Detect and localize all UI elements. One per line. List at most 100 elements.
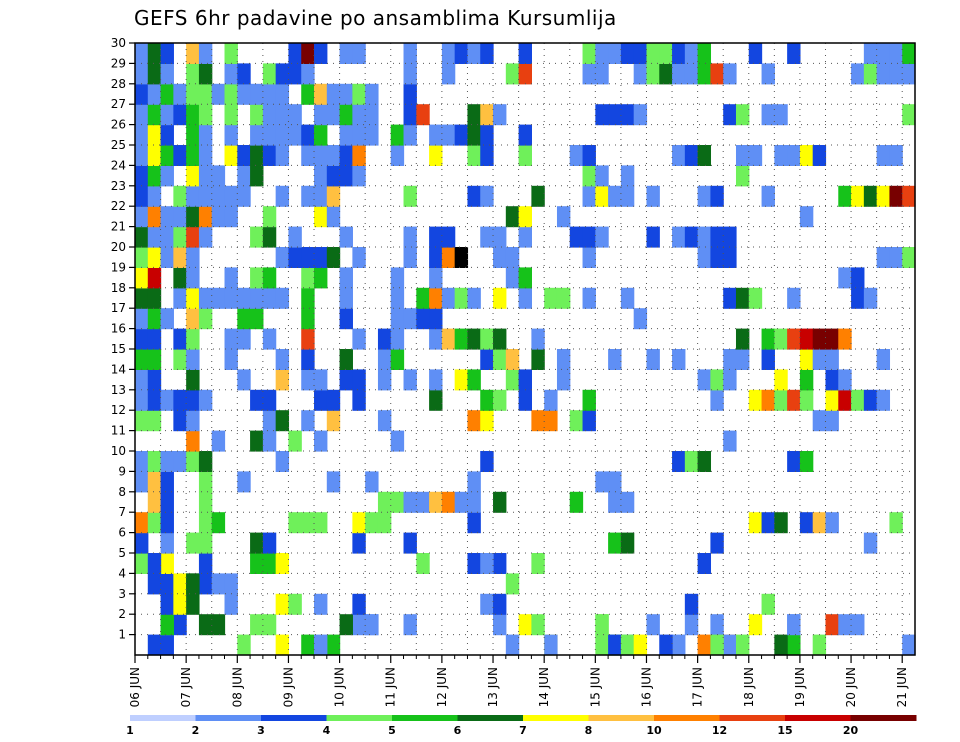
heatmap-cell bbox=[531, 185, 545, 207]
heatmap-cell bbox=[147, 43, 162, 64]
heatmap-cell bbox=[480, 389, 494, 411]
heatmap-cell bbox=[480, 145, 494, 166]
heatmap-cell bbox=[186, 451, 200, 472]
y-tick-label: 20 bbox=[111, 240, 126, 254]
heatmap-cell bbox=[454, 287, 469, 309]
heatmap-cell bbox=[147, 410, 162, 432]
heatmap-cell bbox=[429, 287, 443, 309]
heatmap-cell bbox=[787, 389, 801, 411]
heatmap-cell bbox=[147, 451, 162, 472]
heatmap-cell bbox=[173, 389, 187, 411]
heatmap-cell bbox=[723, 63, 737, 85]
colorbar-swatch bbox=[326, 715, 393, 721]
heatmap-cell bbox=[147, 206, 162, 228]
heatmap-cell bbox=[838, 267, 852, 289]
heatmap-cell bbox=[403, 614, 417, 636]
heatmap-cell bbox=[531, 553, 545, 574]
y-tick-label: 7 bbox=[118, 505, 126, 519]
heatmap-cell bbox=[684, 145, 699, 166]
heatmap-cell bbox=[851, 63, 865, 85]
heatmap-cell bbox=[531, 410, 545, 432]
heatmap-cell bbox=[186, 328, 200, 350]
heatmap-cell bbox=[608, 349, 622, 370]
heatmap-cell bbox=[735, 349, 750, 370]
heatmap-cell bbox=[799, 206, 814, 228]
y-tick-label: 15 bbox=[111, 342, 126, 356]
heatmap-cell bbox=[365, 83, 379, 105]
heatmap-cell bbox=[518, 267, 532, 289]
heatmap-cell bbox=[288, 104, 302, 126]
heatmap-cell bbox=[467, 410, 481, 432]
heatmap-cell bbox=[160, 512, 174, 534]
heatmap-cell bbox=[211, 512, 226, 534]
grid-layer bbox=[135, 43, 915, 655]
heatmap-cell bbox=[147, 63, 162, 85]
heatmap-cell bbox=[480, 349, 494, 370]
heatmap-cell bbox=[582, 410, 596, 432]
colorbar-swatch bbox=[523, 715, 589, 721]
heatmap-cell bbox=[147, 471, 162, 493]
heatmap-cell bbox=[889, 247, 903, 268]
y-tick-label: 22 bbox=[111, 199, 126, 213]
heatmap-cell bbox=[186, 185, 200, 207]
x-tick-label: 15 JUN bbox=[588, 667, 602, 707]
heatmap-cell bbox=[275, 553, 290, 574]
heatmap-cell bbox=[237, 287, 251, 309]
heatmap-cell bbox=[160, 247, 174, 268]
heatmap-cell bbox=[633, 63, 648, 85]
heatmap-cell bbox=[390, 287, 405, 309]
heatmap-cell bbox=[186, 389, 200, 411]
heatmap-cell bbox=[173, 451, 187, 472]
heatmap-cell bbox=[224, 185, 238, 207]
heatmap-cell bbox=[326, 206, 341, 228]
heatmap-cell bbox=[377, 410, 392, 432]
heatmap-cell bbox=[173, 287, 187, 309]
heatmap-cell bbox=[787, 328, 801, 350]
heatmap-cell bbox=[735, 165, 750, 187]
heatmap-cell bbox=[403, 491, 417, 513]
y-tick-label: 11 bbox=[111, 424, 126, 438]
y-tick-label: 26 bbox=[111, 118, 126, 132]
colorbar-swatch bbox=[588, 715, 655, 721]
heatmap-cell bbox=[531, 349, 545, 370]
heatmap-cell bbox=[812, 328, 827, 350]
heatmap-cell bbox=[147, 553, 162, 574]
heatmap-cell bbox=[237, 471, 251, 493]
heatmap-cell bbox=[275, 63, 290, 85]
heatmap-cell bbox=[390, 124, 405, 146]
heatmap-cell bbox=[620, 165, 635, 187]
heatmap-cell bbox=[237, 308, 251, 330]
x-tick-label: 07 JUN bbox=[179, 667, 193, 707]
heatmap-cell bbox=[493, 226, 507, 248]
heatmap-cell bbox=[147, 308, 162, 330]
x-tick-label: 12 JUN bbox=[435, 667, 449, 707]
x-tick-label: 21 JUN bbox=[895, 667, 909, 707]
heatmap-cell bbox=[339, 165, 353, 187]
heatmap-cell bbox=[186, 287, 200, 309]
y-tick-label: 13 bbox=[111, 383, 126, 397]
heatmap-cell bbox=[326, 83, 341, 105]
heatmap-cell bbox=[198, 451, 213, 472]
x-tick-label: 20 JUN bbox=[844, 667, 858, 707]
heatmap-cell bbox=[480, 226, 494, 248]
y-tick-label: 24 bbox=[111, 158, 126, 172]
heatmap-cell bbox=[441, 287, 456, 309]
heatmap-cell bbox=[135, 451, 149, 472]
heatmap-cell bbox=[198, 491, 213, 513]
heatmap-cell bbox=[262, 226, 277, 248]
colorbar-swatch bbox=[392, 715, 458, 721]
heatmap-cell bbox=[275, 83, 290, 105]
heatmap-cell bbox=[275, 287, 290, 309]
heatmap-cell bbox=[429, 308, 443, 330]
heatmap-cell bbox=[480, 593, 494, 615]
heatmap-cell bbox=[902, 63, 916, 85]
heatmap-cell bbox=[339, 369, 353, 391]
heatmap-cell bbox=[135, 124, 149, 146]
heatmap-cell bbox=[173, 104, 187, 126]
heatmap-cell bbox=[684, 451, 699, 472]
y-tick-label: 16 bbox=[111, 322, 126, 336]
heatmap-cell bbox=[198, 532, 213, 554]
heatmap-cell bbox=[467, 328, 481, 350]
heatmap-cell bbox=[889, 185, 903, 207]
heatmap-cell bbox=[224, 83, 238, 105]
